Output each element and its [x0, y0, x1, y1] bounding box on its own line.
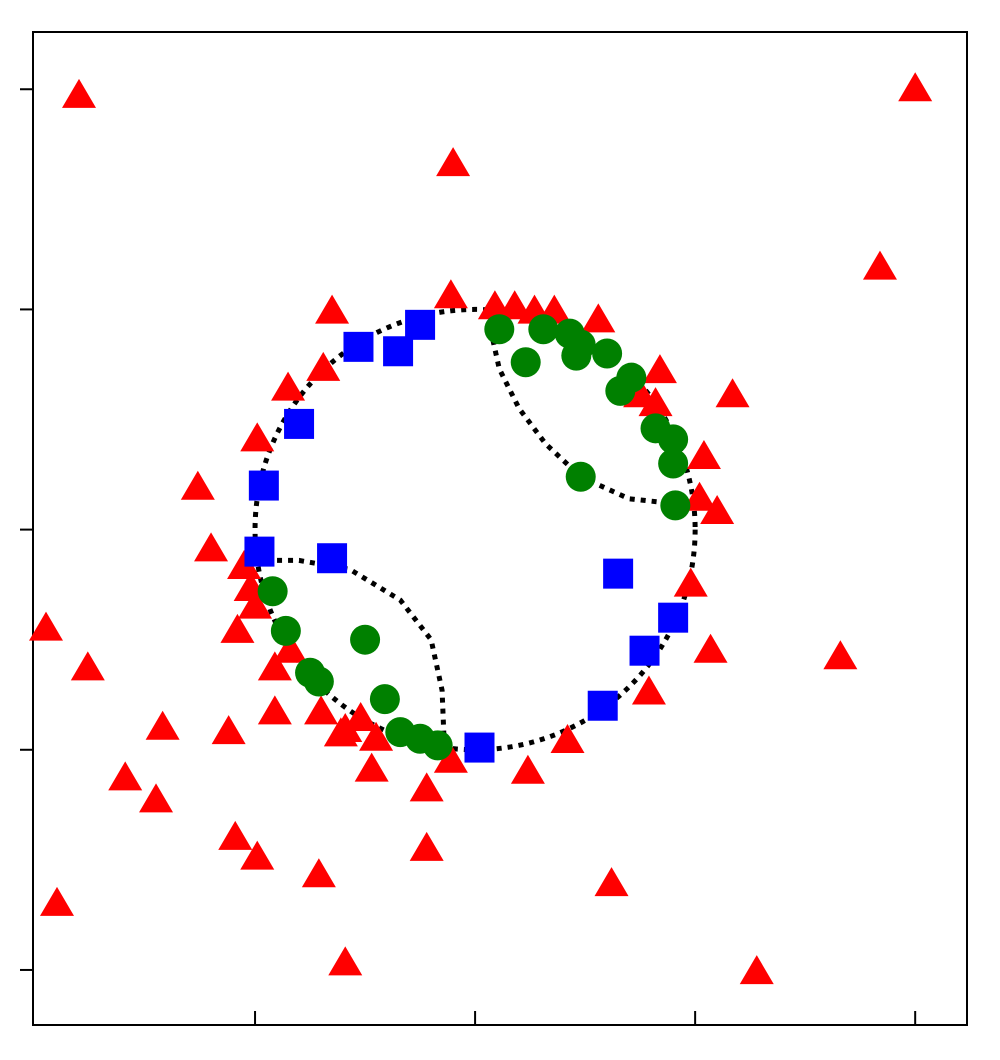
circle-point: [422, 730, 453, 761]
triangle-point: [139, 783, 174, 813]
circle-point: [510, 347, 541, 378]
triangle-point: [29, 611, 64, 641]
triangle-point: [145, 710, 180, 740]
triangle-point: [550, 723, 585, 753]
triangle-point: [686, 439, 721, 469]
triangle-point: [257, 651, 292, 681]
triangle-point: [273, 633, 308, 663]
triangle-point: [823, 640, 858, 670]
triangle-point: [218, 820, 253, 850]
circle-point: [658, 448, 689, 479]
triangle-point: [638, 387, 673, 417]
triangle-point: [238, 589, 273, 619]
circle-point: [592, 338, 623, 369]
square-point: [383, 336, 414, 367]
square-point: [587, 690, 618, 721]
triangle-point: [898, 72, 933, 102]
triangle-point: [240, 840, 275, 870]
triangle-point: [739, 955, 774, 985]
circle-point: [350, 624, 381, 655]
triangle-point: [359, 721, 394, 751]
triangle-point: [693, 633, 728, 663]
plot-frame: [32, 31, 968, 1026]
triangle-point: [642, 354, 677, 384]
square-point: [343, 331, 374, 362]
triangle-point: [108, 761, 143, 791]
triangle-point: [271, 371, 306, 401]
triangle-point: [257, 695, 292, 725]
triangle-point: [301, 858, 336, 888]
square-point: [317, 543, 348, 574]
dotted-curve: [255, 557, 447, 746]
circle-point: [257, 576, 288, 607]
circle-point: [303, 666, 334, 697]
triangle-point: [70, 651, 105, 681]
square-point: [603, 558, 634, 589]
circle-point: [528, 314, 559, 345]
triangle-point: [306, 351, 341, 381]
circle-point: [660, 490, 691, 521]
triangle-point: [211, 715, 246, 745]
triangle-point: [227, 550, 262, 580]
triangle-point: [354, 752, 389, 782]
circle-point: [369, 684, 400, 715]
circle-point: [605, 375, 636, 406]
square-point: [244, 536, 275, 567]
circle-point: [484, 314, 515, 345]
triangle-point: [433, 279, 468, 309]
triangle-point: [304, 695, 339, 725]
square-point: [405, 309, 436, 340]
triangle-point: [673, 567, 708, 597]
square-point: [658, 602, 689, 633]
triangle-point: [180, 470, 215, 500]
circle-point: [561, 340, 592, 371]
triangle-point: [433, 743, 468, 773]
circle-point: [270, 615, 301, 646]
triangle-point: [594, 867, 629, 897]
triangle-point: [436, 147, 471, 177]
triangle-point: [40, 886, 75, 916]
triangle-point: [343, 701, 378, 731]
triangle-point: [631, 675, 666, 705]
square-point: [629, 635, 660, 666]
triangle-point: [682, 481, 717, 511]
triangle-point: [323, 717, 358, 747]
square-point: [284, 408, 315, 439]
triangle-point: [194, 532, 229, 562]
square-point: [248, 470, 279, 501]
square-point: [464, 732, 495, 763]
triangle-point: [315, 294, 350, 324]
triangle-point: [328, 946, 363, 976]
circle-point: [565, 461, 596, 492]
triangle-point: [62, 78, 97, 108]
triangle-point: [220, 613, 255, 643]
triangle-point: [715, 378, 750, 408]
triangle-point: [409, 831, 444, 861]
triangle-point: [240, 422, 275, 452]
triangle-point: [862, 250, 897, 280]
triangle-point: [581, 303, 616, 333]
triangle-point: [510, 754, 545, 784]
triangle-point: [409, 772, 444, 802]
circle-point: [658, 424, 689, 455]
triangle-point: [700, 494, 735, 524]
triangle-point: [497, 290, 532, 320]
